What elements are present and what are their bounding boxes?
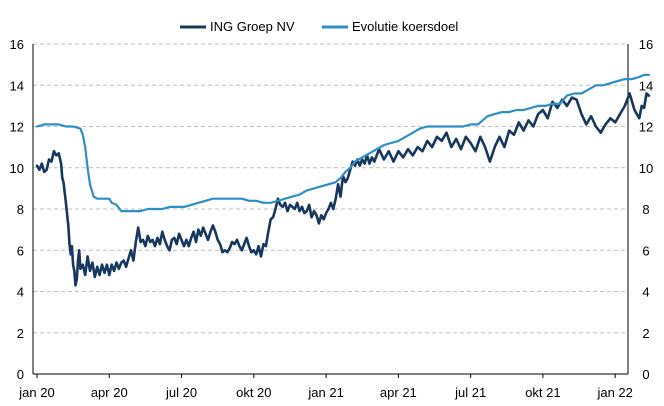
- y2-tick-label: 0: [642, 367, 649, 382]
- y2-tick-label: 8: [642, 202, 649, 217]
- y2-tick-label: 12: [639, 120, 653, 135]
- axes: [32, 44, 629, 378]
- y-tick-label: 16: [10, 37, 24, 52]
- x-tick-label: apr 20: [91, 385, 128, 400]
- y-tick-label: 12: [10, 120, 24, 135]
- legend: ING Groep NV Evolutie koersdoel: [180, 19, 458, 34]
- y-tick-label: 0: [17, 367, 24, 382]
- y-tick-label: 14: [10, 78, 24, 93]
- y2-tick-label: 2: [642, 326, 649, 341]
- x-tick-label: jan 21: [307, 385, 343, 400]
- y-tick-label: 10: [10, 161, 24, 176]
- x-tick-label: apr 21: [380, 385, 417, 400]
- y-tick-label: 6: [17, 243, 24, 258]
- y-tick-labels-right: 0 2 4 6 8 10 12 14 16: [639, 37, 653, 382]
- legend-label-ing: ING Groep NV: [210, 19, 295, 34]
- x-tick-label: jan 20: [18, 385, 54, 400]
- y-tick-labels-left: 0 2 4 6 8 10 12 14 16: [10, 37, 24, 382]
- y2-tick-label: 14: [639, 78, 653, 93]
- x-tick-labels: jan 20 apr 20 jul 20 okt 20 jan 21 apr 21 jul …: [18, 385, 633, 400]
- y2-tick-label: 10: [639, 161, 653, 176]
- series-line-koersdoel: [35, 73, 651, 213]
- y2-tick-label: 6: [642, 243, 649, 258]
- x-tick-label: jan 22: [596, 385, 632, 400]
- x-tick-label: jul 21: [454, 385, 486, 400]
- series: [35, 73, 651, 287]
- series-line-ing-groep: [35, 92, 651, 287]
- x-tick-label: okt 20: [236, 385, 271, 400]
- grid: [33, 43, 628, 334]
- x-tick-label: jul 20: [165, 385, 197, 400]
- y-tick-label: 4: [17, 285, 24, 300]
- legend-label-koersdoel: Evolutie koersdoel: [352, 19, 458, 34]
- y-tick-label: 8: [17, 202, 24, 217]
- y2-tick-label: 4: [642, 285, 649, 300]
- x-tick-label: okt 21: [525, 385, 560, 400]
- y-tick-label: 2: [17, 326, 24, 341]
- y2-tick-label: 16: [639, 37, 653, 52]
